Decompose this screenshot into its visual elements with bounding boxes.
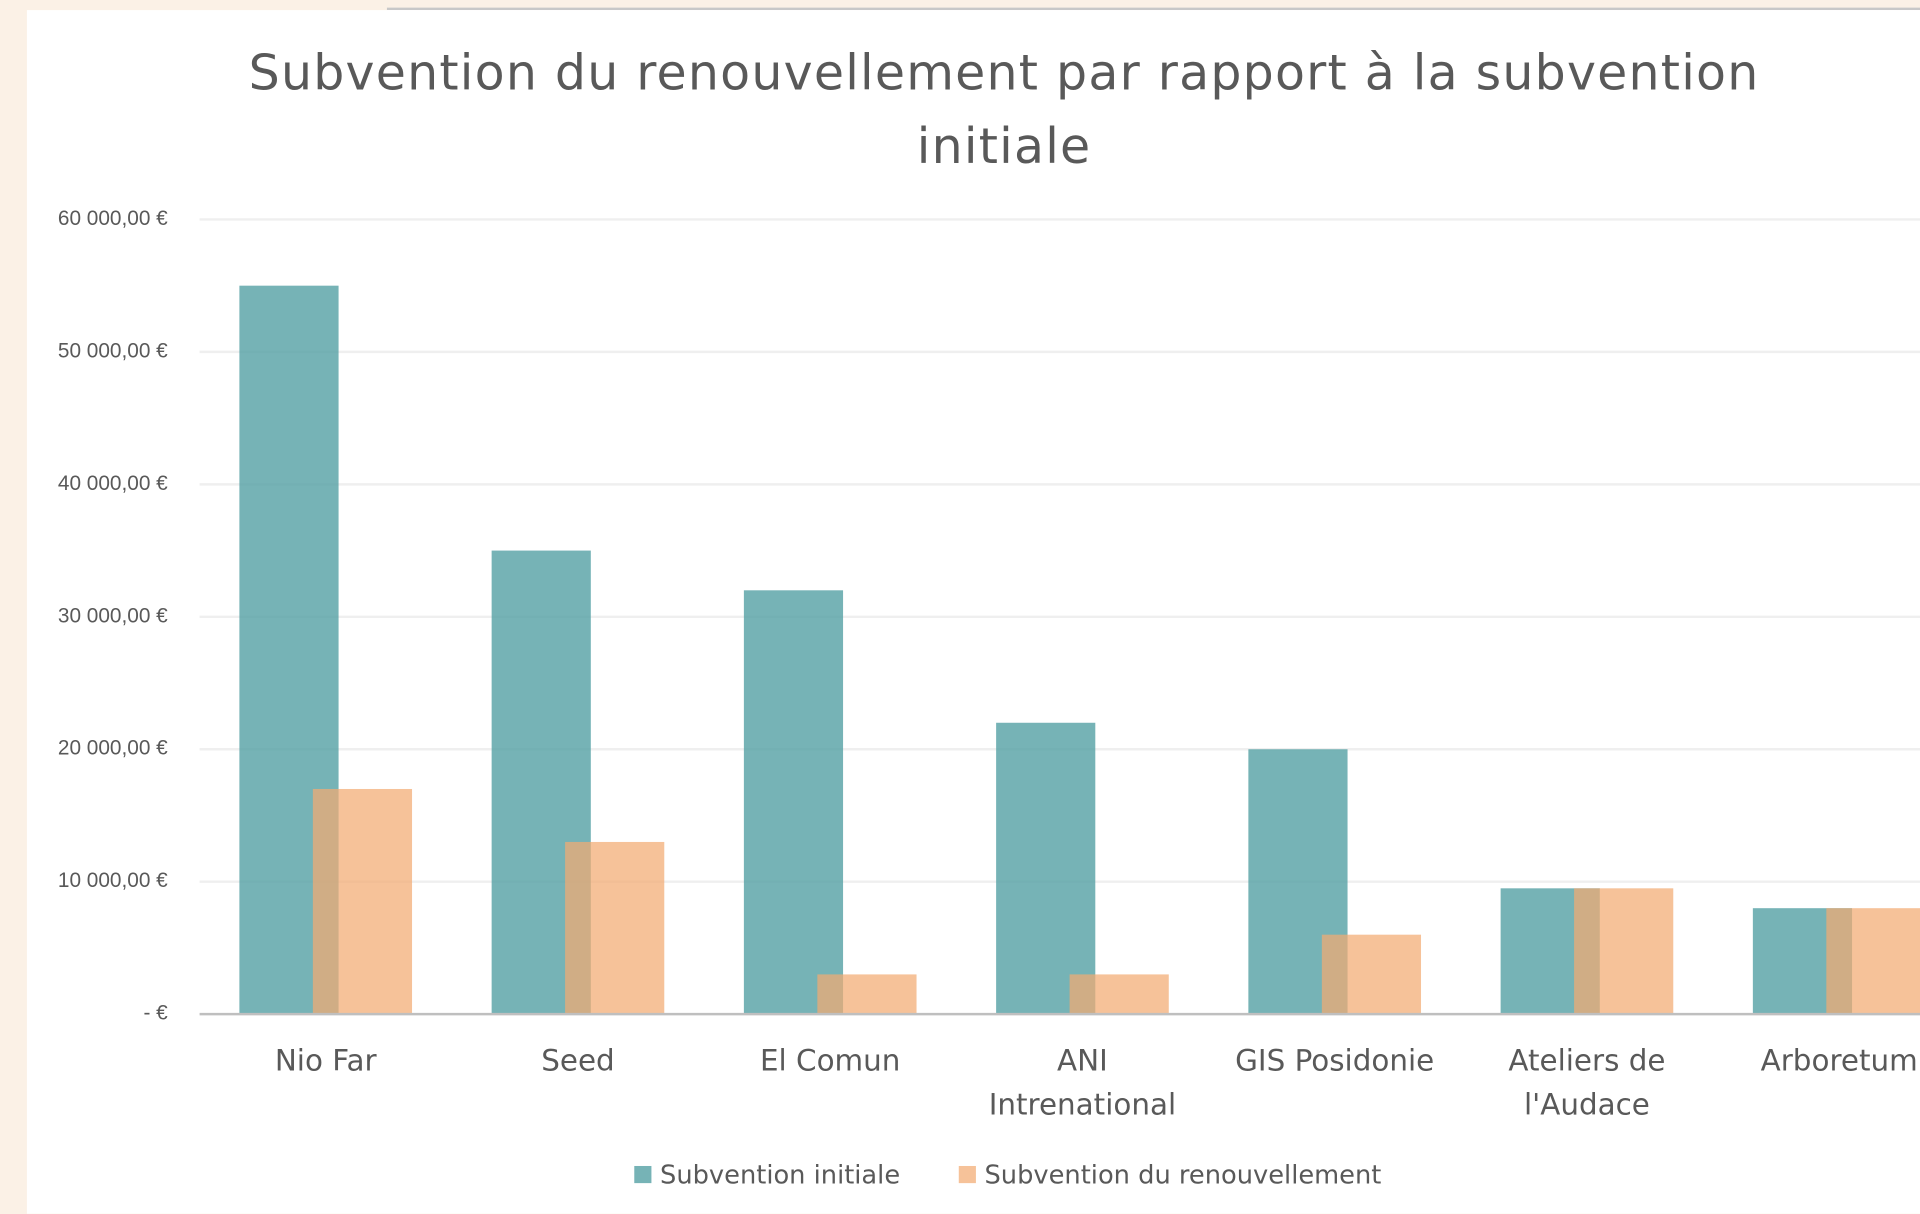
- legend-swatch: [958, 1165, 976, 1184]
- x-tick-label: El Comun: [759, 1043, 901, 1078]
- page-strip: [26, 0, 387, 11]
- y-tick-label: 50 000,00 €: [58, 339, 168, 362]
- bar: [1826, 908, 1920, 1015]
- y-tick-label: 30 000,00 €: [58, 604, 168, 627]
- chart-title: Subvention du renouvellement par rapport…: [248, 45, 1760, 176]
- x-tick-label-box: Nio Far: [274, 1043, 377, 1078]
- x-tick-label-box: Seed: [541, 1043, 615, 1078]
- x-tick-label: Nio Far: [274, 1043, 377, 1078]
- title-box: Subvention du renouvellement par rapport…: [248, 45, 1760, 176]
- bar: [817, 974, 917, 1015]
- y-tick-label: 60 000,00 €: [58, 207, 168, 230]
- x-tick-label: Ateliers de l'Audace: [1508, 1043, 1666, 1122]
- x-tick-label: Seed: [541, 1043, 615, 1078]
- x-tick-label: Arboretum: [1760, 1043, 1918, 1078]
- x-tick-label-box: GIS Posidonie: [1235, 1043, 1435, 1078]
- legend-swatch: [634, 1165, 652, 1184]
- bar: [743, 590, 844, 1015]
- y-tick-label: 10 000,00 €: [58, 869, 168, 892]
- bar: [312, 788, 413, 1015]
- bar: [1069, 974, 1169, 1015]
- y-tick-label: - €: [143, 1002, 168, 1025]
- bar: [996, 722, 1096, 1015]
- x-tick-label: GIS Posidonie: [1235, 1043, 1435, 1078]
- x-tick-label: ANI Intrenational: [988, 1043, 1177, 1122]
- legend-label: Subvention initiale: [660, 1160, 900, 1190]
- bar: [1321, 934, 1422, 1015]
- y-tick-label: 40 000,00 €: [58, 472, 168, 495]
- x-tick-label-box: Ateliers de l'Audace: [1508, 1043, 1666, 1122]
- x-tick-label-box: El Comun: [759, 1043, 901, 1078]
- x-tick-label-box: ANI Intrenational: [988, 1043, 1177, 1122]
- x-tick-label-box: Arboretum: [1760, 1043, 1918, 1078]
- legend-label: Subvention du renouvellement: [984, 1160, 1381, 1190]
- y-tick-label: 20 000,00 €: [58, 737, 168, 760]
- bar: [565, 841, 665, 1015]
- bar: [1574, 888, 1674, 1015]
